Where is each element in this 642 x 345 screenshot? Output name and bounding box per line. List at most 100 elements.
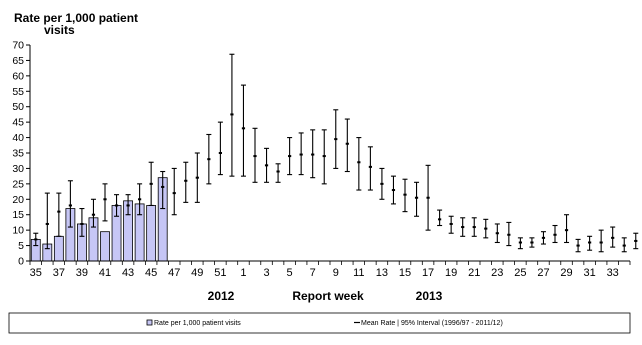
- errorbar: [102, 183, 108, 222]
- bar: [100, 231, 110, 262]
- y-tick-label: 5: [18, 240, 24, 252]
- errorbar: [494, 223, 500, 244]
- x-tick-label: 37: [53, 267, 65, 279]
- x-tick-label: 7: [310, 267, 316, 279]
- x-tick-label: 29: [560, 267, 572, 279]
- errorbar: [137, 183, 143, 216]
- x-tick-label: 49: [191, 267, 203, 279]
- y-axis-ticks: 0 5 10 15 20 25 30 35 40 45 50 55 60 65 70: [12, 40, 30, 268]
- errorbar: [448, 215, 454, 234]
- x-tick-label: 3: [263, 267, 269, 279]
- errorbar: [114, 194, 120, 217]
- bar: [146, 205, 157, 262]
- y-axis-title-line2: visits: [44, 23, 75, 37]
- errorbar: [575, 238, 581, 253]
- y-tick-label: 45: [12, 117, 24, 129]
- y-tick-label: 10: [12, 225, 24, 237]
- x-tick-label: 43: [122, 267, 134, 279]
- errorbar: [402, 178, 408, 213]
- y-tick-label: 30: [12, 163, 24, 175]
- x-tick-label: 11: [353, 267, 364, 279]
- x-tick-label: 1: [240, 267, 246, 279]
- errorbar: [287, 137, 293, 176]
- y-tick-label: 60: [12, 70, 24, 82]
- year-label-2012: 2012: [208, 289, 235, 303]
- errorbar: [206, 133, 212, 185]
- x-tick-label: 25: [514, 267, 526, 279]
- errorbar: [33, 232, 39, 247]
- errorbar: [148, 161, 154, 207]
- errorbar: [540, 231, 546, 245]
- errorbar: [217, 121, 223, 176]
- x-tick-label: 21: [468, 267, 480, 279]
- x-tick-label: 23: [491, 267, 503, 279]
- y-tick-label: 70: [12, 40, 24, 52]
- errorbar: [379, 167, 385, 200]
- y-tick-label: 55: [12, 86, 24, 98]
- errorbar: [264, 147, 270, 183]
- y-tick-label: 25: [12, 178, 24, 190]
- year-label-2013: 2013: [416, 289, 443, 303]
- errorbar: [183, 161, 189, 203]
- errorbar: [79, 207, 85, 237]
- errorbar: [171, 167, 177, 216]
- x-tick-label: 5: [287, 267, 293, 279]
- errorbar: [90, 198, 96, 228]
- x-tick-label: 51: [214, 267, 226, 279]
- errorbar: [67, 180, 73, 228]
- y-tick-label: 0: [18, 256, 24, 268]
- legend: Rate per 1,000 patient visits Mean Rate …: [8, 312, 631, 334]
- errorbar: [298, 132, 304, 176]
- errorbar: [240, 84, 246, 177]
- errorbar: [321, 129, 327, 185]
- bar: [53, 235, 64, 262]
- errorbar: [587, 235, 593, 251]
- y-tick-label: 65: [12, 55, 24, 67]
- x-tick-label: 39: [76, 267, 88, 279]
- x-tick-label: 31: [583, 267, 595, 279]
- y-axis-title-line1: Rate per 1,000 patient: [14, 11, 138, 25]
- errorbar: [506, 221, 512, 247]
- errorbar: [229, 53, 235, 177]
- x-tick-label: 27: [537, 267, 549, 279]
- errorbar: [437, 209, 443, 227]
- errorbar: [529, 237, 535, 248]
- x-tick-label: 19: [445, 267, 457, 279]
- errorbar: [471, 217, 477, 237]
- x-tick-label: 17: [422, 267, 434, 279]
- x-axis-ticks: 35 37 39 41 43 45 47 49 51 1 3 5 7 9 11 13 15 17 19 21 23 25 2…: [29, 261, 631, 279]
- errorbar: [414, 181, 420, 217]
- errorbar: [564, 214, 570, 244]
- x-tick-label: 45: [145, 267, 157, 279]
- errorbar: [160, 170, 166, 210]
- x-tick-label: 15: [399, 267, 411, 279]
- legend-box: [8, 312, 631, 334]
- errorbar: [552, 224, 558, 244]
- y-tick-label: 15: [12, 209, 24, 221]
- errorbar: [344, 118, 350, 173]
- errorbar: [610, 226, 616, 248]
- errorbar: [310, 129, 316, 179]
- errorbar: [333, 109, 339, 169]
- errorbar: [44, 192, 50, 250]
- x-tick-label: 35: [30, 267, 42, 279]
- x-tick-label: 13: [376, 267, 388, 279]
- x-tick-label: 47: [168, 267, 180, 279]
- y-tick-label: 20: [12, 194, 24, 206]
- errorbar-series: [33, 53, 639, 253]
- x-axis-title: Report week: [292, 289, 364, 303]
- errorbar: [56, 192, 62, 237]
- errorbar: [367, 146, 373, 191]
- y-tick-label: 50: [12, 101, 24, 113]
- errorbar: [252, 127, 258, 183]
- legend-line-label: Mean Rate | 95% Interval (1996/97 - 2011…: [361, 320, 503, 327]
- errorbar: [517, 237, 523, 250]
- x-tick-label: 41: [99, 267, 111, 279]
- errorbar: [390, 175, 396, 205]
- errorbar: [460, 217, 466, 237]
- legend-bar-swatch: [146, 319, 153, 326]
- x-tick-label: 33: [607, 267, 619, 279]
- errorbar: [425, 164, 431, 231]
